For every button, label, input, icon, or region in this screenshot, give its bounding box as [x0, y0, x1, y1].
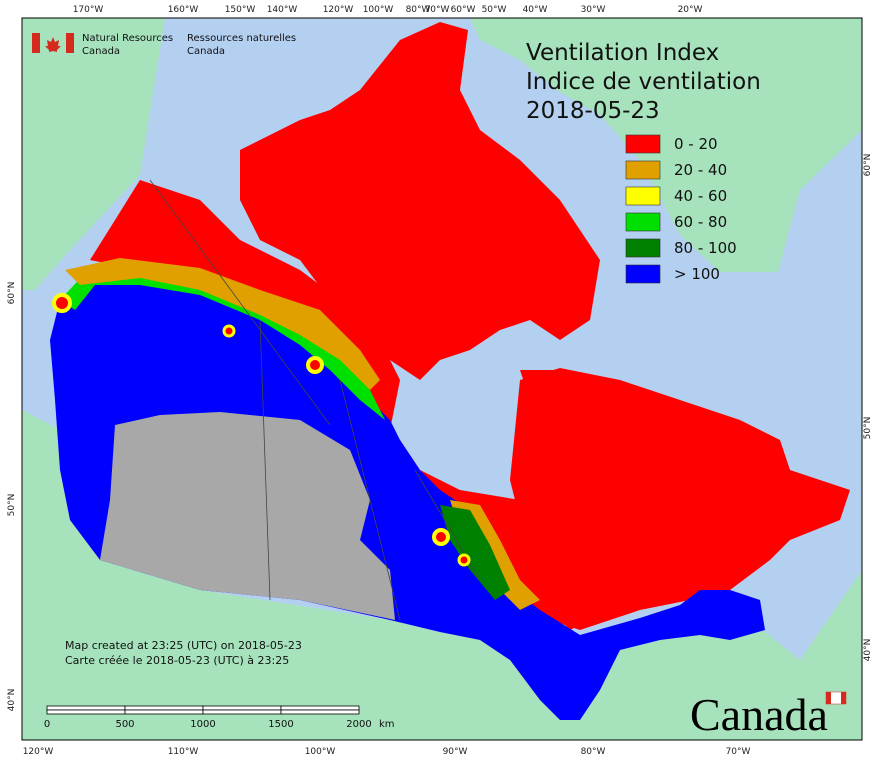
- scale-label: 2000: [346, 719, 371, 730]
- scale-segment: [46, 709, 126, 715]
- longitude-label: 160°W: [168, 5, 199, 15]
- wordmark-flag-bar: [826, 692, 831, 704]
- hotspot: [222, 324, 236, 338]
- longitude-label: 80°W: [406, 5, 431, 15]
- legend-label: 80 - 100: [674, 239, 737, 257]
- longitude-label: 70°W: [726, 747, 751, 757]
- greenland: [470, 18, 862, 272]
- agency-en: Natural Resources: [82, 33, 173, 44]
- scale-label: 0: [44, 719, 50, 730]
- hotspot: [306, 356, 324, 374]
- longitude-label: 50°W: [482, 5, 507, 15]
- scale-label: 1500: [268, 719, 293, 730]
- longitude-label: 100°W: [363, 5, 394, 15]
- graticule-labels: 170°W 160°W 150°W 140°W 120°W 100°W 80°W70°W 60…: [7, 5, 873, 757]
- title: Indice de ventilation: [526, 69, 761, 95]
- scale-segment: [124, 709, 204, 715]
- dark-green-band: [440, 505, 510, 600]
- longitude-label: 170°W: [73, 5, 104, 15]
- alaska: [22, 18, 165, 290]
- latitude-label: 60°N: [863, 154, 873, 177]
- legend-swatch: [625, 186, 661, 206]
- united-states: [22, 410, 862, 740]
- longitude-label: 100°W: [305, 747, 336, 757]
- title: Ventilation Index: [526, 40, 719, 66]
- blue-zone: [50, 270, 765, 720]
- scale-segment: [202, 709, 282, 715]
- longitude-label: 70°W: [425, 5, 450, 15]
- agency-fr: Canada: [187, 46, 225, 57]
- scale-label: 500: [115, 719, 134, 730]
- scale-segment: [124, 705, 204, 711]
- agency-fr: Ressources naturelles: [187, 33, 296, 44]
- orange-band-north: [65, 258, 380, 390]
- wordmark-text: Canada: [690, 689, 828, 740]
- latitude-label: 40°N: [7, 689, 17, 712]
- agency-en: Canada: [82, 46, 120, 57]
- legend-swatch: [625, 264, 661, 284]
- legend-swatch: [625, 238, 661, 258]
- red-zone-quebec: [510, 368, 790, 630]
- latitude-label: 50°N: [863, 417, 873, 440]
- boundaries: [149, 179, 481, 621]
- legend-label: 0 - 20: [674, 135, 718, 153]
- longitude-label: 80°W: [581, 747, 606, 757]
- legend-swatch: [625, 134, 661, 154]
- map-body: [22, 18, 862, 740]
- latitude-label: 50°N: [7, 494, 17, 517]
- scale-label: 1000: [190, 719, 215, 730]
- title-date: 2018-05-23: [526, 98, 660, 124]
- map-border: [21, 17, 863, 741]
- hotspot: [457, 553, 471, 567]
- scale-bar: 0 500 1000 1500 2000 km: [44, 705, 395, 730]
- longitude-label: 150°W: [225, 5, 256, 15]
- flag-bar: [66, 33, 74, 53]
- longitude-label: 120°W: [323, 5, 354, 15]
- legend-label: 20 - 40: [674, 161, 727, 179]
- longitude-label: 110°W: [168, 747, 199, 757]
- legend-swatch: [625, 160, 661, 180]
- longitude-label: 90°W: [443, 747, 468, 757]
- grey-zone: [100, 412, 395, 620]
- longitude-label: 120°W: [23, 747, 54, 757]
- longitude-label: 60°W: [451, 5, 476, 15]
- longitude-label: 20°W: [678, 5, 703, 15]
- scale-unit: km: [379, 719, 395, 730]
- longitude-label: 40°W: [523, 5, 548, 15]
- legend: 0 - 20 20 - 40 40 - 60 60 - 80 80 - 100 > 100: [625, 134, 737, 284]
- scale-segment: [202, 705, 282, 711]
- legend-swatch: [625, 212, 661, 232]
- longitude-label: 140°W: [267, 5, 298, 15]
- scale-segment: [280, 705, 360, 711]
- scale-segment: [280, 709, 360, 715]
- scale-segment: [46, 705, 126, 711]
- red-zone-arctic: [240, 22, 600, 380]
- legend-label: 40 - 60: [674, 187, 727, 205]
- legend-label: > 100: [674, 265, 720, 283]
- credit: Carte créée le 2018-05-23 (UTC) à 23:25: [65, 654, 289, 667]
- wordmark: Canada: [690, 689, 847, 740]
- latitude-label: 60°N: [7, 282, 17, 305]
- hotspot: [432, 528, 450, 546]
- agency-signature: Natural Resources Canada Ressources natu…: [32, 33, 296, 57]
- hotspot: [52, 293, 72, 313]
- credit: Map created at 23:25 (UTC) on 2018-05-23: [65, 639, 302, 652]
- maple-leaf: [45, 37, 61, 52]
- flag-bar: [32, 33, 40, 53]
- latitude-label: 40°N: [863, 639, 873, 662]
- legend-label: 60 - 80: [674, 213, 727, 231]
- longitude-label: 30°W: [581, 5, 606, 15]
- wordmark-flag-bar: [841, 692, 846, 704]
